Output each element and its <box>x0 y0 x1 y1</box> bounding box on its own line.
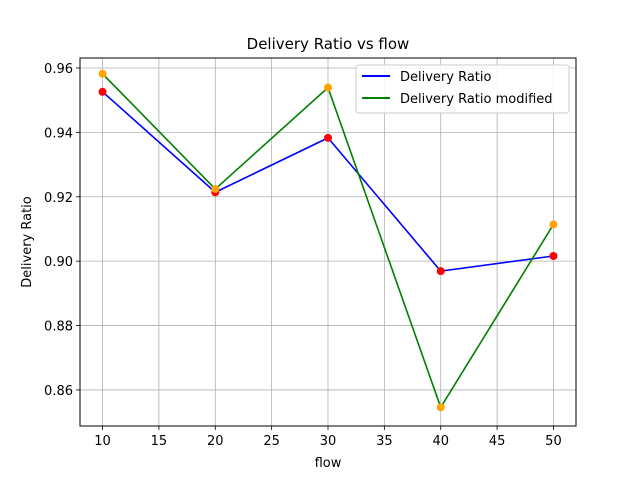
series-2-point <box>98 69 107 78</box>
x-axis-label: flow <box>315 456 342 471</box>
series-2-point <box>211 185 220 194</box>
y-axis-label: Delivery Ratio <box>20 196 35 288</box>
series-2-point <box>549 220 558 229</box>
y-tick-label: 0.88 <box>44 320 73 335</box>
x-tick-label: 25 <box>263 434 280 449</box>
grid <box>80 58 576 426</box>
series-layer <box>98 69 558 412</box>
legend-label-delivery-ratio: Delivery Ratio <box>400 70 492 85</box>
y-tick-label: 0.92 <box>44 191 73 206</box>
x-tick-label: 50 <box>545 434 562 449</box>
y-axis-ticks: 0.86 0.88 0.90 0.92 0.94 0.96 <box>44 62 80 399</box>
y-tick-label: 0.90 <box>44 255 73 270</box>
x-tick-label: 15 <box>151 434 168 449</box>
x-tick-label: 20 <box>207 434 224 449</box>
x-tick-label: 35 <box>376 434 393 449</box>
y-tick-label: 0.94 <box>44 126 73 141</box>
series-2-point <box>324 83 332 92</box>
series-1-point <box>324 133 332 142</box>
series-1-point <box>98 87 107 96</box>
series-1-point <box>436 267 445 276</box>
legend: Delivery Ratio Delivery Ratio modified <box>355 64 570 114</box>
legend-box <box>355 64 570 114</box>
x-tick-label: 40 <box>432 434 449 449</box>
x-tick-label: 10 <box>94 434 111 449</box>
x-tick-label: 30 <box>320 434 337 449</box>
y-tick-label: 0.86 <box>44 384 73 399</box>
chart-title: Delivery Ratio vs flow <box>247 35 410 53</box>
series-1-point <box>549 252 558 261</box>
x-axis-ticks: 10 15 20 25 30 35 40 45 50 <box>94 426 562 449</box>
series-2-point <box>436 403 445 412</box>
x-tick-label: 45 <box>489 434 506 449</box>
y-tick-label: 0.96 <box>44 62 73 77</box>
legend-label-delivery-ratio-modified: Delivery Ratio modified <box>400 92 553 107</box>
